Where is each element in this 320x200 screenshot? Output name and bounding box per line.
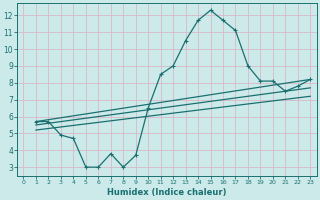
X-axis label: Humidex (Indice chaleur): Humidex (Indice chaleur) [107,188,227,197]
